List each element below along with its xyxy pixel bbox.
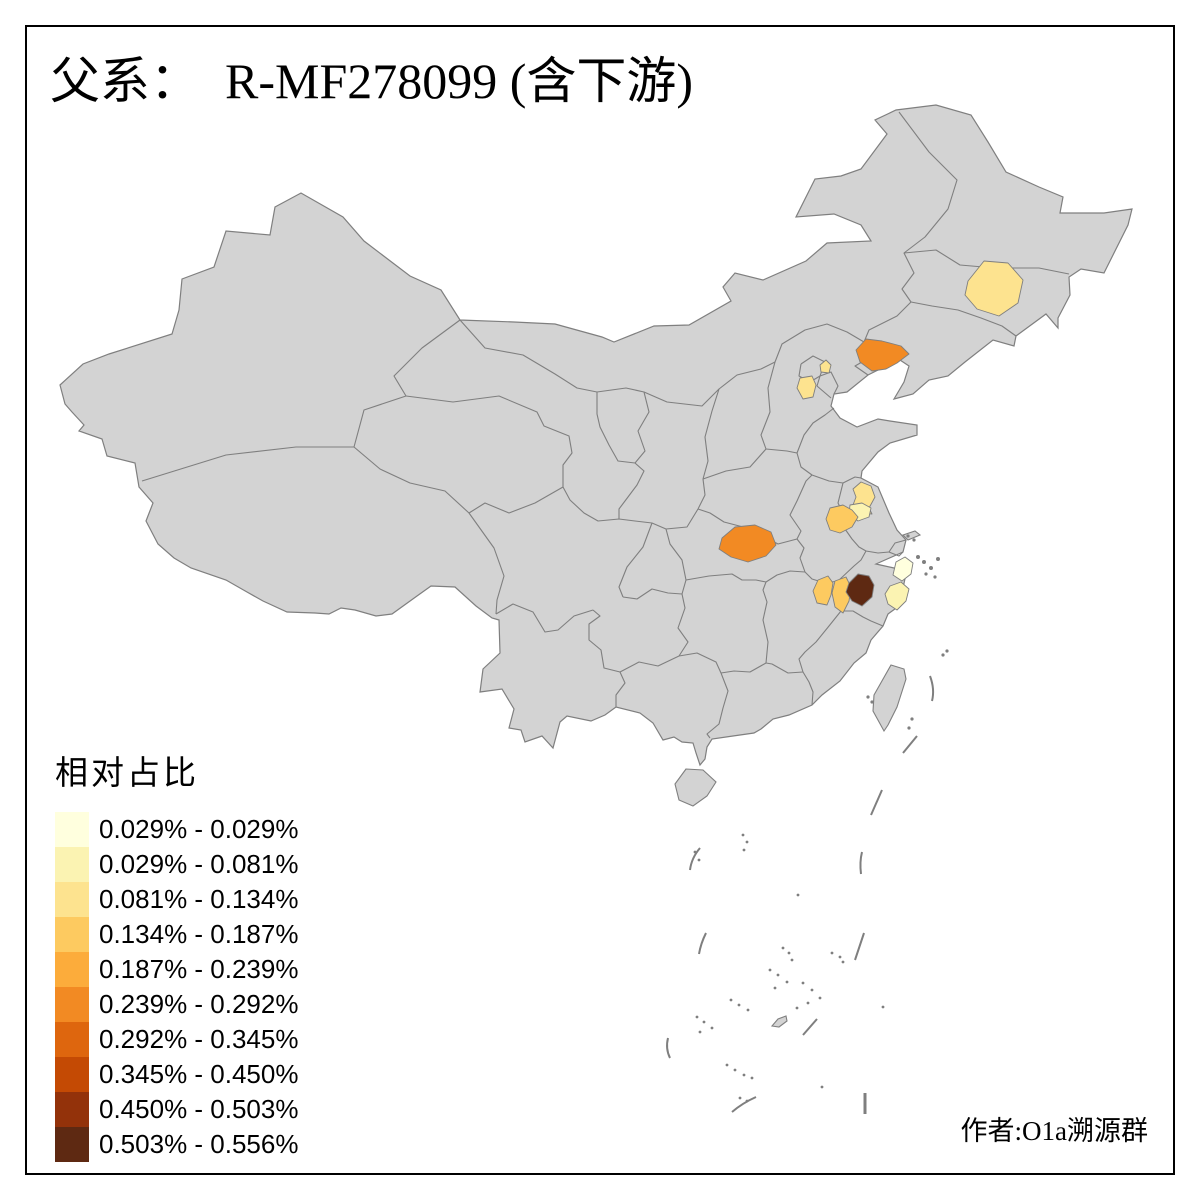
legend-swatch [55, 1022, 89, 1057]
colored-region-anhui-south-west [812, 575, 834, 606]
colored-region-anhui-south-east [831, 576, 852, 614]
legend-row: 0.345% - 0.450% [55, 1057, 298, 1092]
legend-title: 相对占比 [55, 756, 199, 792]
colored-region-zhejiang-coast-south [884, 581, 910, 611]
legend-swatch [55, 847, 89, 882]
legend-swatch [55, 1092, 89, 1127]
colored-region-hebei-spot [796, 375, 817, 400]
legend-label: 0.029% - 0.029% [99, 814, 299, 844]
legend-row: 0.029% - 0.029% [55, 812, 298, 847]
colored-region-liaoning [855, 338, 910, 372]
legend-row: 0.239% - 0.292% [55, 987, 298, 1022]
chongming-island [901, 530, 922, 541]
legend-swatch [55, 812, 89, 847]
legend-swatch [55, 1057, 89, 1092]
legend-swatch [55, 1127, 89, 1162]
legend-label: 0.029% - 0.081% [99, 849, 299, 879]
colored-region-north-zhejiang-dark [845, 573, 875, 607]
legend-label: 0.187% - 0.239% [99, 954, 299, 984]
colored-region-anhui-jiangsu-west [825, 504, 859, 534]
legend-row: 0.081% - 0.134% [55, 882, 298, 917]
colored-region-beijing-spot [819, 359, 832, 374]
attribution: 作者:O1a溯源群 [960, 1116, 1148, 1146]
sea-boundary-dashes [665, 675, 935, 1114]
hainan-island [674, 768, 717, 807]
legend-label: 0.239% - 0.292% [99, 989, 299, 1019]
page-title: 父系： R-MF278099 (含下游) [50, 53, 694, 109]
colored-region-zhejiang-coast-north [892, 556, 914, 582]
legend-row: 0.292% - 0.345% [55, 1022, 298, 1057]
colored-region-hubei [718, 524, 777, 563]
legend-label: 0.134% - 0.187% [99, 919, 299, 949]
legend-label: 0.081% - 0.134% [99, 884, 299, 914]
plot-frame [25, 25, 1175, 1175]
legend-row: 0.187% - 0.239% [55, 952, 298, 987]
legend-row: 0.450% - 0.503% [55, 1092, 298, 1127]
colored-regions [718, 260, 1024, 614]
legend-swatch [55, 882, 89, 917]
legend-swatch [55, 952, 89, 987]
province-borders [141, 111, 1070, 739]
legend-row: 0.503% - 0.556% [55, 1127, 298, 1162]
taiwan-island [872, 664, 907, 733]
legend: 相对占比 0.029% - 0.029% 0.029% - 0.081% 0.0… [55, 746, 298, 1162]
colored-region-jilin [964, 260, 1024, 317]
legend-swatch [55, 917, 89, 952]
legend-label: 0.450% - 0.503% [99, 1094, 299, 1124]
legend-label: 0.292% - 0.345% [99, 1024, 299, 1054]
islands [674, 530, 922, 1028]
south-sea-islet [770, 1015, 788, 1028]
legend-swatch [55, 987, 89, 1022]
legend-label: 0.503% - 0.556% [99, 1129, 299, 1159]
island-specks [693, 534, 949, 1103]
legend-label: 0.345% - 0.450% [99, 1059, 299, 1089]
legend-row: 0.134% - 0.187% [55, 917, 298, 952]
legend-row: 0.029% - 0.081% [55, 847, 298, 882]
